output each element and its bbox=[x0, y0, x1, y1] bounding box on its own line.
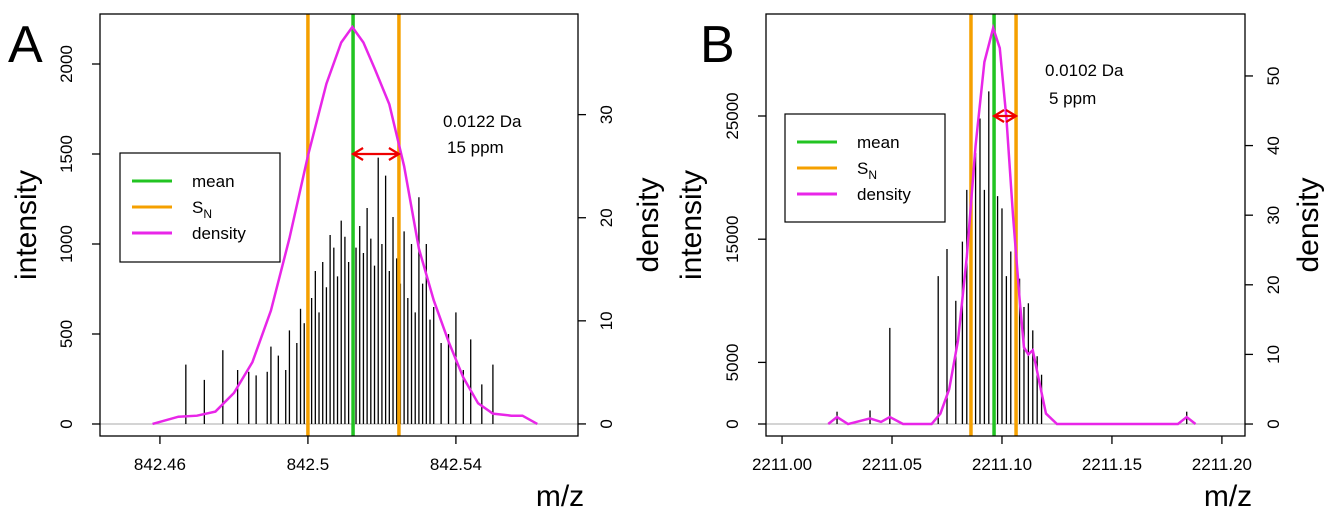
annotation: 15 ppm bbox=[447, 138, 504, 157]
y-tick-label: 500 bbox=[57, 320, 76, 348]
legend-text: density bbox=[192, 224, 246, 243]
y-tick-label: 15000 bbox=[723, 216, 742, 263]
y-tick-label: 1500 bbox=[57, 135, 76, 173]
y-tick-label: 2000 bbox=[57, 45, 76, 83]
legend-label: density bbox=[192, 224, 246, 243]
y2-tick-label: 0 bbox=[1264, 419, 1283, 428]
y-tick-label: 25000 bbox=[723, 92, 742, 139]
legend-label: density bbox=[857, 185, 911, 204]
legend-label: mean bbox=[192, 172, 235, 191]
legend-subscript: N bbox=[868, 168, 877, 182]
y-tick-label: 0 bbox=[723, 419, 742, 428]
x-tick-label: 842.46 bbox=[134, 455, 186, 474]
legend-text: mean bbox=[192, 172, 235, 191]
panel-letter: B bbox=[700, 16, 735, 74]
x-tick-label: 2211.20 bbox=[1192, 455, 1252, 474]
y2-tick-label: 20 bbox=[597, 208, 616, 227]
y-tick-label: 0 bbox=[57, 419, 76, 428]
y-axis-label: intensity bbox=[675, 170, 708, 280]
x-tick-label: 2211.10 bbox=[972, 455, 1032, 474]
density-line bbox=[827, 23, 1197, 426]
panel-letter: A bbox=[8, 16, 43, 74]
plot-frame bbox=[765, 13, 1246, 437]
annotation: 0.0122 Da bbox=[443, 112, 522, 131]
plot-frame bbox=[99, 13, 579, 437]
width-arrow bbox=[991, 109, 1019, 123]
width-arrow bbox=[350, 147, 402, 161]
x-tick-label: 842.54 bbox=[430, 455, 482, 474]
legend-text: mean bbox=[857, 133, 900, 152]
y2-tick-label: 10 bbox=[597, 311, 616, 330]
legend-text: S bbox=[192, 198, 203, 217]
legend-label: mean bbox=[857, 133, 900, 152]
x-axis-label: m/z bbox=[536, 480, 584, 513]
legend-text: S bbox=[857, 159, 868, 178]
x-tick-label: 842.5 bbox=[287, 455, 330, 474]
legend-label: SN bbox=[192, 198, 212, 221]
y-axis-label: intensity bbox=[10, 170, 43, 280]
y2-tick-label: 20 bbox=[1264, 275, 1283, 294]
y2-tick-label: 0 bbox=[597, 419, 616, 428]
y2-tick-label: 30 bbox=[597, 105, 616, 124]
density-line bbox=[152, 24, 538, 426]
x-tick-label: 2211.05 bbox=[862, 455, 922, 474]
y2-tick-label: 30 bbox=[1264, 206, 1283, 225]
legend-text: density bbox=[857, 185, 911, 204]
y2-axis-label: density bbox=[1292, 177, 1325, 272]
y2-tick-label: 50 bbox=[1264, 66, 1283, 85]
legend-subscript: N bbox=[203, 207, 212, 221]
x-axis-label: m/z bbox=[1204, 480, 1252, 513]
x-tick-label: 2211.15 bbox=[1082, 455, 1142, 474]
x-tick-label: 2211.00 bbox=[752, 455, 812, 474]
y2-axis-label: density bbox=[632, 177, 665, 272]
annotation: 5 ppm bbox=[1049, 89, 1096, 108]
annotation: 0.0102 Da bbox=[1045, 61, 1124, 80]
y2-tick-label: 10 bbox=[1264, 345, 1283, 364]
y2-tick-label: 40 bbox=[1264, 136, 1283, 155]
y-tick-label: 1000 bbox=[57, 225, 76, 263]
y-tick-label: 5000 bbox=[723, 343, 742, 381]
legend-label: SN bbox=[857, 159, 877, 182]
